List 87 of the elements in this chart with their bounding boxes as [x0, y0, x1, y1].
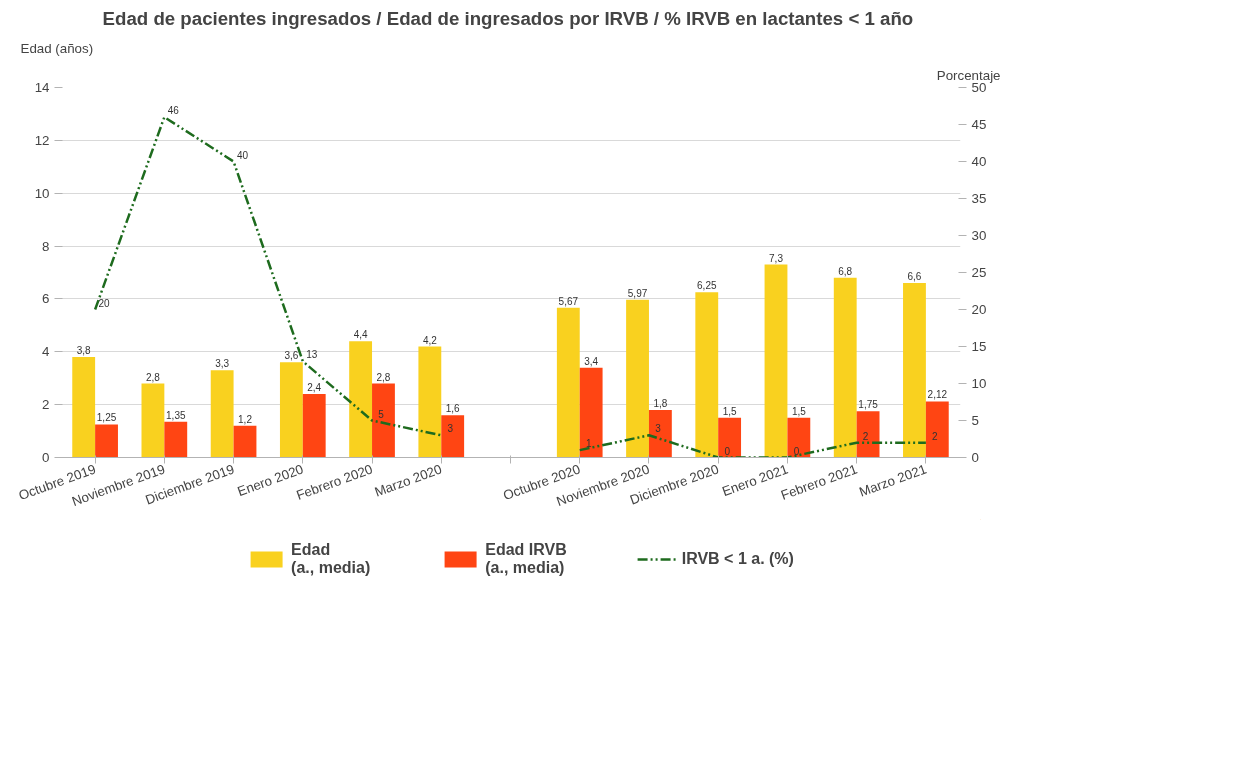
data-label: 1,6 — [445, 403, 461, 415]
bar — [302, 394, 326, 458]
data-label: 2,4 — [307, 382, 322, 394]
y2-tick-label: 50 — [971, 80, 987, 95]
data-label: 1,35 — [166, 409, 186, 421]
bar — [279, 362, 303, 458]
y-tick-label: 0 — [42, 450, 50, 465]
data-label: 3,8 — [76, 345, 92, 357]
data-label: 1,5 — [722, 405, 737, 417]
y2-tick-label: 40 — [971, 154, 987, 169]
data-label: 0 — [724, 445, 731, 457]
data-label: 2 — [932, 430, 939, 442]
data-label: 1,75 — [858, 399, 879, 411]
x-tick-label: Marzo 2020 — [372, 461, 444, 500]
bar — [787, 417, 811, 458]
y2-tick-label: 30 — [971, 228, 987, 243]
data-label: 7,3 — [769, 252, 784, 264]
x-tick-label: Marzo 2021 — [857, 461, 929, 500]
y2-tick-label: 20 — [971, 302, 987, 317]
data-label: 0 — [793, 445, 800, 457]
bar — [556, 307, 580, 458]
data-label: 5,97 — [627, 287, 648, 299]
data-label: 3,4 — [584, 355, 599, 367]
data-label: 46 — [167, 105, 180, 117]
chart-title: Edad de pacientes ingresados / Edad de ingresados por IRVB / % IRVB en lactantes < 1 año — [102, 7, 914, 29]
data-label: 3,3 — [215, 358, 230, 370]
bar — [925, 401, 949, 458]
bar — [418, 346, 442, 458]
y-tick-label: 14 — [34, 80, 51, 95]
data-label: 3 — [655, 423, 662, 435]
data-label: 1,5 — [791, 405, 807, 417]
y-tick-label: 8 — [42, 238, 50, 254]
data-label: 2,12 — [927, 389, 948, 401]
legend-label: IRVB < 1 a. (%) — [681, 550, 794, 568]
bar — [441, 415, 465, 458]
data-label: 6,25 — [697, 280, 717, 292]
bar — [141, 383, 165, 458]
y-tick-label: 6 — [42, 291, 50, 307]
data-label: 6,6 — [907, 271, 922, 283]
data-label: 5,67 — [558, 295, 579, 307]
bar — [372, 383, 395, 458]
y2-tick-label: 15 — [971, 339, 987, 354]
bar — [95, 424, 118, 458]
data-label: 4,2 — [422, 334, 438, 346]
bar — [72, 357, 96, 458]
y-tick-label: 2 — [42, 397, 50, 413]
data-label: 2,8 — [145, 371, 161, 383]
data-label: 1,8 — [653, 397, 668, 409]
y2-tick-label: 35 — [971, 191, 987, 206]
bar — [648, 409, 672, 458]
data-label: 2,8 — [376, 371, 391, 383]
data-label: 2 — [862, 430, 869, 442]
legend-label: Edad IRVB (a., media) — [485, 541, 567, 577]
bar — [210, 370, 234, 458]
bar — [695, 292, 719, 458]
bar — [626, 299, 649, 458]
y-tick-label: 4 — [42, 344, 51, 360]
data-label: 3,6 — [284, 350, 299, 362]
y2-tick-label: 25 — [971, 265, 987, 280]
y2-tick-label: 45 — [971, 117, 987, 132]
y-tick-label: 12 — [34, 132, 50, 148]
data-label: 6,8 — [838, 265, 853, 277]
y-axis-title: Edad (años) — [20, 40, 94, 56]
data-label: 40 — [237, 149, 249, 161]
bar — [833, 277, 857, 458]
data-label: 3 — [447, 423, 454, 435]
y2-tick-label: 0 — [971, 450, 979, 465]
bar — [856, 411, 880, 458]
bar — [233, 425, 257, 458]
data-label: 5 — [378, 408, 385, 420]
data-label: 20 — [98, 297, 111, 309]
data-label: 13 — [306, 349, 318, 361]
bar — [164, 421, 188, 458]
y2-tick-label: 10 — [971, 376, 987, 391]
data-label: 1,25 — [96, 412, 117, 424]
bar — [764, 264, 788, 458]
bar — [903, 283, 926, 458]
y2-axis-title: Porcentaje — [936, 67, 1001, 83]
data-label: 1 — [585, 438, 592, 450]
data-label: 1,2 — [238, 413, 253, 425]
bar — [579, 367, 603, 458]
bar — [349, 341, 373, 458]
legend-label: Edad (a., media) — [291, 541, 371, 577]
y-tick-label: 10 — [34, 185, 50, 201]
y2-tick-label: 5 — [971, 413, 979, 428]
data-label: 4,4 — [353, 329, 368, 341]
bar — [718, 417, 742, 458]
